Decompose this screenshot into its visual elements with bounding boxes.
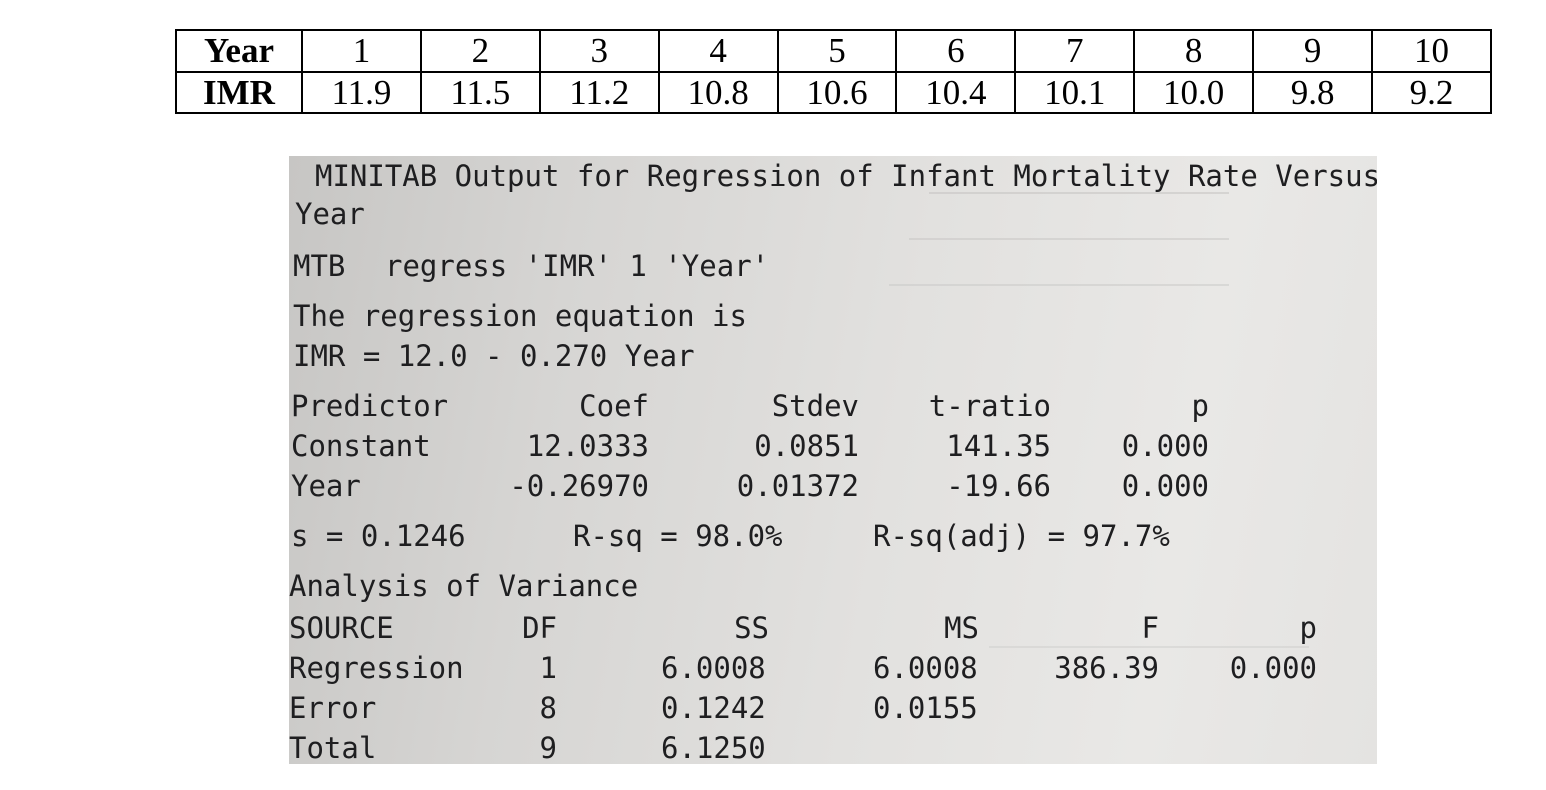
imr-cell: 10.8 (657, 70, 779, 114)
command-prompt: MTB (293, 249, 346, 283)
minitab-output-photo: MINITAB Output for Regression of Infant … (289, 156, 1377, 764)
imr-cell: 11.5 (419, 70, 541, 114)
anova-row-ss: 0.1242 (661, 691, 766, 725)
fit-stat-rsq-adj: R-sq(adj) = 97.7% (873, 519, 1170, 553)
imr-row-header: IMR (175, 70, 303, 114)
anova-header-df: DF (522, 611, 557, 645)
fit-stat-s: s = 0.1246 (291, 519, 466, 553)
imr-cell: 11.2 (538, 70, 660, 114)
coef-row-coef: 12.0333 (526, 429, 649, 463)
coef-row-predictor: Year (291, 469, 361, 503)
coef-row-predictor: Constant (291, 429, 431, 463)
year-cell: 1 (301, 29, 422, 73)
year-cell: 8 (1133, 29, 1255, 73)
bleed-through-line (909, 238, 1229, 240)
year-cell: 7 (1014, 29, 1136, 73)
anova-header-ss: SS (734, 611, 769, 645)
imr-cell: 9.8 (1252, 70, 1374, 114)
imr-row: IMR 11.9 11.5 11.2 10.8 10.6 10.4 10.1 1… (175, 70, 1492, 114)
coef-header-predictor: Predictor (291, 389, 449, 423)
year-row-header: Year (175, 29, 303, 73)
year-cell: 2 (419, 29, 541, 73)
coef-row-t-ratio: -19.66 (946, 469, 1051, 503)
anova-row-ms: 0.0155 (873, 691, 978, 725)
year-cell: 5 (776, 29, 898, 73)
anova-header-ms: MS (944, 611, 979, 645)
year-row: Year 1 2 3 4 5 6 7 8 9 10 (175, 29, 1492, 73)
coef-row-stdev: 0.0851 (754, 429, 859, 463)
year-imr-table: Year 1 2 3 4 5 6 7 8 9 10 IMR 11.9 11.5 … (175, 29, 1492, 114)
anova-header-source: SOURCE (289, 611, 394, 645)
anova-row-ms: 6.0008 (873, 651, 978, 685)
imr-cell: 10.1 (1014, 70, 1136, 114)
anova-row-source: Total (289, 731, 377, 764)
anova-row-p: 0.000 (1229, 651, 1317, 685)
anova-title: Analysis of Variance (289, 569, 639, 603)
coef-row-p: 0.000 (1121, 429, 1209, 463)
coef-header-stdev: Stdev (771, 389, 859, 423)
anova-header-f: F (1141, 611, 1159, 645)
fit-stat-rsq: R-sq = 98.0% (573, 519, 783, 553)
imr-cell: 11.9 (301, 70, 422, 114)
imr-cell: 9.2 (1371, 70, 1492, 114)
coef-header-coef: Coef (579, 389, 649, 423)
regression-equation: IMR = 12.0 - 0.270 Year (293, 339, 695, 373)
coef-row-t-ratio: 141.35 (946, 429, 1051, 463)
command-text: regress 'IMR' 1 'Year' (385, 249, 770, 283)
coef-row-p: 0.000 (1121, 469, 1209, 503)
anova-row-source: Error (289, 691, 377, 725)
anova-row-ss: 6.1250 (661, 731, 766, 764)
anova-row-f: 386.39 (1054, 651, 1159, 685)
year-cell: 6 (895, 29, 1017, 73)
year-cell: 9 (1252, 29, 1374, 73)
bleed-through-line (929, 192, 1229, 194)
anova-header-p: p (1299, 611, 1317, 645)
coef-header-p: p (1191, 389, 1209, 423)
imr-cell: 10.4 (895, 70, 1017, 114)
year-cell: 4 (657, 29, 779, 73)
coef-header-t-ratio: t-ratio (928, 389, 1051, 423)
year-cell: 10 (1371, 29, 1492, 73)
anova-row-df: 8 (539, 691, 557, 725)
anova-row-df: 9 (539, 731, 557, 764)
output-title-line1: MINITAB Output for Regression of Infant … (315, 159, 1377, 193)
imr-cell: 10.0 (1133, 70, 1255, 114)
bleed-through-line (989, 646, 1309, 648)
imr-cell: 10.6 (776, 70, 898, 114)
anova-row-df: 1 (539, 651, 557, 685)
coef-row-stdev: 0.01372 (736, 469, 859, 503)
anova-row-source: Regression (289, 651, 464, 685)
year-cell: 3 (538, 29, 660, 73)
anova-row-ss: 6.0008 (661, 651, 766, 685)
output-title-line2: Year (295, 197, 365, 231)
bleed-through-line (889, 284, 1229, 286)
coef-row-coef: -0.26970 (509, 469, 649, 503)
equation-intro: The regression equation is (293, 299, 747, 333)
